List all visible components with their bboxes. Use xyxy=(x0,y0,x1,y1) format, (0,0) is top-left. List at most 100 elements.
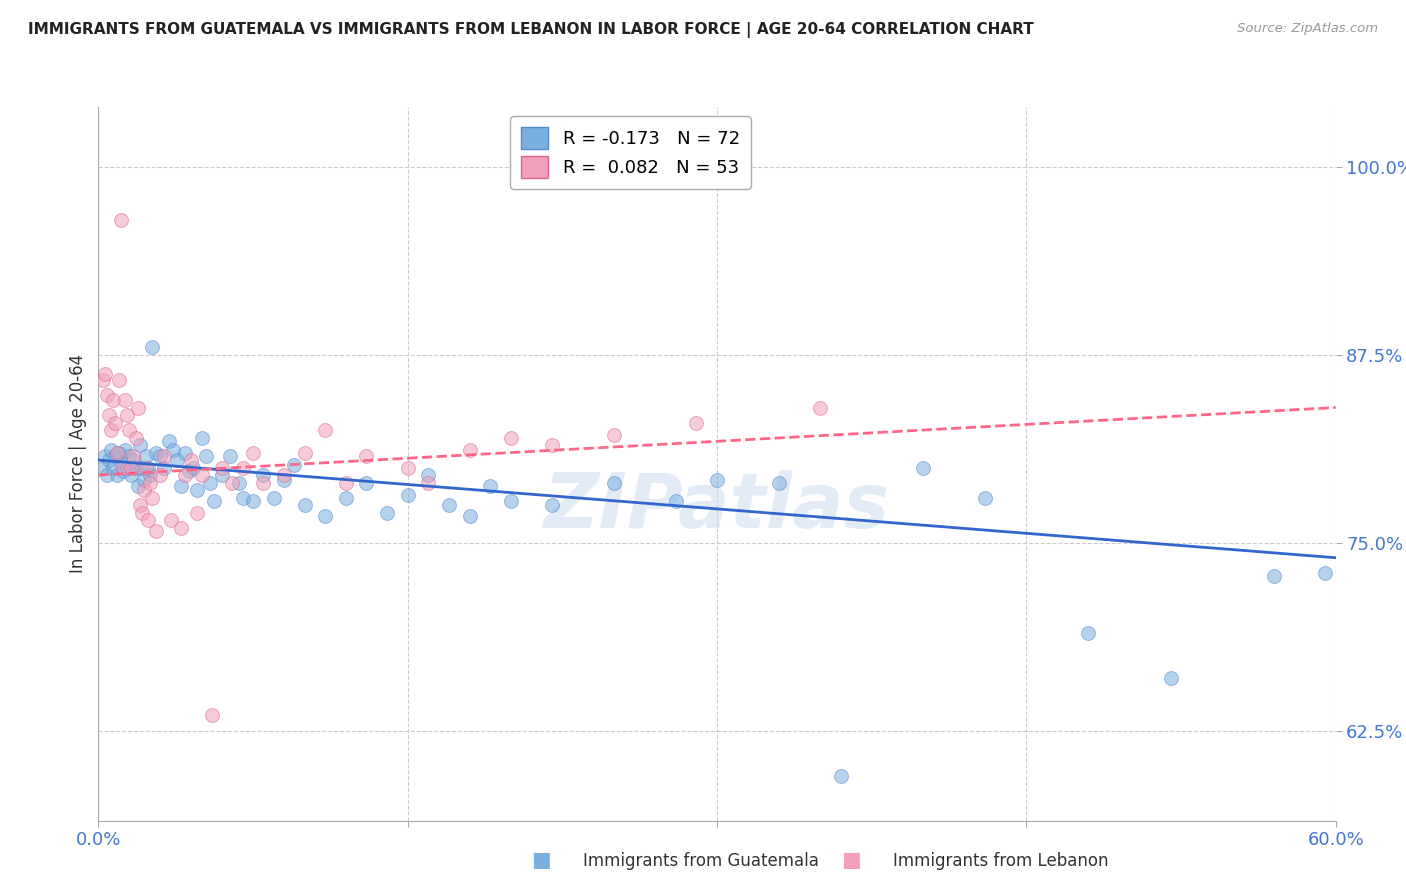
Point xyxy=(153,460,176,475)
Point xyxy=(808,401,831,415)
Point xyxy=(104,449,127,463)
Point xyxy=(198,475,221,490)
Point xyxy=(294,445,316,459)
Point xyxy=(273,468,295,483)
Point xyxy=(157,434,180,448)
Point xyxy=(375,506,398,520)
Point xyxy=(139,468,162,483)
Point xyxy=(479,478,502,492)
Point xyxy=(97,453,120,467)
Text: Immigrants from Lebanon: Immigrants from Lebanon xyxy=(893,852,1108,870)
Point xyxy=(180,453,202,467)
Point xyxy=(396,488,419,502)
Point xyxy=(117,460,139,475)
Point xyxy=(179,464,201,478)
Point xyxy=(128,438,150,452)
Point xyxy=(149,449,172,463)
Point xyxy=(194,449,217,463)
Point xyxy=(211,460,233,475)
Point xyxy=(294,498,316,512)
Point xyxy=(912,460,935,475)
Point xyxy=(105,445,128,459)
Point xyxy=(91,374,114,388)
Point xyxy=(145,445,167,459)
Point xyxy=(122,449,145,463)
Point xyxy=(135,460,157,475)
Point xyxy=(685,416,707,430)
Legend: R = -0.173   N = 72, R =  0.082   N = 53: R = -0.173 N = 72, R = 0.082 N = 53 xyxy=(510,116,751,189)
Point xyxy=(100,423,122,437)
Point xyxy=(174,445,197,459)
Point xyxy=(159,513,181,527)
Text: IMMIGRANTS FROM GUATEMALA VS IMMIGRANTS FROM LEBANON IN LABOR FORCE | AGE 20-64 : IMMIGRANTS FROM GUATEMALA VS IMMIGRANTS … xyxy=(28,22,1033,38)
Point xyxy=(139,475,162,490)
Point xyxy=(228,475,250,490)
Point xyxy=(232,491,254,505)
Text: ■: ■ xyxy=(841,850,860,870)
Point xyxy=(232,460,254,475)
Point xyxy=(186,506,208,520)
Point xyxy=(211,468,233,483)
Point xyxy=(136,513,159,527)
Point xyxy=(118,423,141,437)
Point xyxy=(122,453,145,467)
Point xyxy=(314,423,336,437)
Point xyxy=(124,431,146,445)
Point xyxy=(418,475,440,490)
Point xyxy=(356,475,378,490)
Point xyxy=(273,473,295,487)
Point xyxy=(541,498,564,512)
Point xyxy=(201,708,224,723)
Point xyxy=(91,460,114,475)
Text: Immigrants from Guatemala: Immigrants from Guatemala xyxy=(583,852,820,870)
Point xyxy=(396,460,419,475)
Point xyxy=(96,468,118,483)
Point xyxy=(136,460,159,475)
Text: ZIPatlas: ZIPatlas xyxy=(544,470,890,543)
Point xyxy=(132,473,155,487)
Point xyxy=(104,416,127,430)
Point xyxy=(120,460,142,475)
Point xyxy=(97,408,120,422)
Point xyxy=(186,483,208,497)
Point xyxy=(120,468,142,483)
Point xyxy=(356,449,378,463)
Point xyxy=(170,478,193,492)
Point xyxy=(219,449,242,463)
Point xyxy=(181,460,204,475)
Text: Source: ZipAtlas.com: Source: ZipAtlas.com xyxy=(1237,22,1378,36)
Point xyxy=(135,449,157,463)
Point xyxy=(96,388,118,402)
Point xyxy=(830,768,852,782)
Point xyxy=(110,456,132,470)
Point xyxy=(603,475,626,490)
Point xyxy=(101,460,124,475)
Point xyxy=(1077,625,1099,640)
Point xyxy=(112,464,135,478)
Point xyxy=(114,392,136,407)
Point xyxy=(108,374,131,388)
Point xyxy=(127,478,149,492)
Point xyxy=(242,445,264,459)
Point xyxy=(108,445,131,459)
Text: ■: ■ xyxy=(531,850,551,870)
Y-axis label: In Labor Force | Age 20-64: In Labor Force | Age 20-64 xyxy=(69,354,87,574)
Point xyxy=(458,508,481,523)
Point xyxy=(141,340,163,354)
Point xyxy=(541,438,564,452)
Point xyxy=(314,508,336,523)
Point xyxy=(100,442,122,457)
Point xyxy=(1315,566,1337,580)
Point xyxy=(128,498,150,512)
Point xyxy=(974,491,997,505)
Point xyxy=(118,449,141,463)
Point xyxy=(93,449,115,463)
Point xyxy=(190,468,212,483)
Point xyxy=(335,475,357,490)
Point xyxy=(170,521,193,535)
Point xyxy=(252,468,274,483)
Point xyxy=(335,491,357,505)
Point xyxy=(202,493,225,508)
Point xyxy=(242,493,264,508)
Point xyxy=(437,498,460,512)
